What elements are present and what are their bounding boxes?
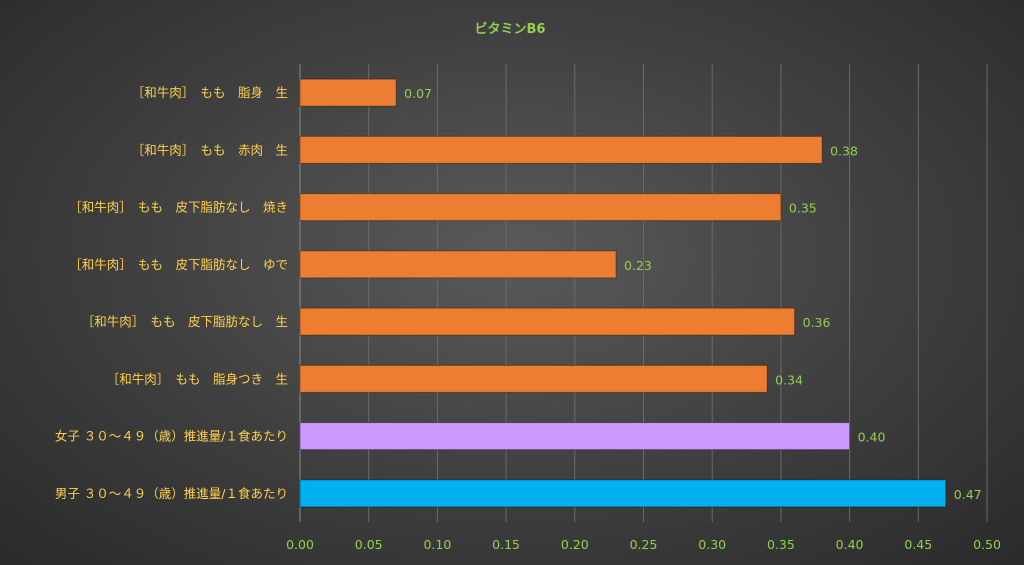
x-tick-label: 0.10 <box>423 537 451 552</box>
data-label: 0.36 <box>803 315 831 330</box>
chart-title: ビタミンB6 <box>475 21 546 37</box>
x-tick-label: 0.20 <box>561 537 589 552</box>
x-tick-label: 0.30 <box>698 537 726 552</box>
category-label: ［和牛肉］ もも 赤肉 生 <box>132 142 288 157</box>
x-tick-label: 0.15 <box>492 537 520 552</box>
category-label: ［和牛肉］ もも 脂身 生 <box>132 85 288 100</box>
bar <box>299 422 851 451</box>
bar <box>299 135 823 164</box>
data-label: 0.40 <box>858 430 886 445</box>
data-label: 0.47 <box>954 487 982 502</box>
category-label: ［和牛肉］ もも 皮下脂肪なし 焼き <box>69 200 288 215</box>
bar <box>299 479 947 508</box>
x-tick-label: 0.25 <box>630 537 658 552</box>
x-tick-label: 0.00 <box>286 537 314 552</box>
x-tick-label: 0.40 <box>836 537 864 552</box>
data-label: 0.23 <box>624 258 652 273</box>
bar <box>299 307 796 336</box>
data-label: 0.35 <box>789 201 817 216</box>
category-label: ［和牛肉］ もも 皮下脂肪なし 生 <box>82 314 288 329</box>
x-tick-label: 0.45 <box>904 537 932 552</box>
bar <box>299 364 768 393</box>
bar <box>299 193 782 222</box>
category-label: 男子 ３０～４９（歳）推進量/１食あたり <box>55 486 288 501</box>
data-label: 0.34 <box>775 372 803 387</box>
x-tick-label: 0.35 <box>767 537 795 552</box>
gridlines <box>299 64 988 522</box>
x-tick-label: 0.50 <box>973 537 1001 552</box>
category-label: ［和牛肉］ もも 皮下脂肪なし ゆで <box>69 257 288 272</box>
bar <box>299 250 617 279</box>
x-tick-label: 0.05 <box>355 537 383 552</box>
x-axis-ticks: 0.00 0.05 0.10 0.15 0.20 0.25 0.30 0.35 0.40 0.45… <box>286 537 1001 552</box>
category-label: ［和牛肉］ もも 脂身つき 生 <box>107 371 288 386</box>
bar <box>299 78 397 107</box>
data-label: 0.38 <box>830 143 858 158</box>
category-label: 女子 ３０～４９（歳）推進量/１食あたり <box>55 429 288 444</box>
data-label: 0.07 <box>404 86 432 101</box>
bars: ［和牛肉］ もも 脂身 生 0.07 ［和牛肉］ もも 赤肉 生 0.38 ［和牛肉］ … <box>55 78 982 508</box>
